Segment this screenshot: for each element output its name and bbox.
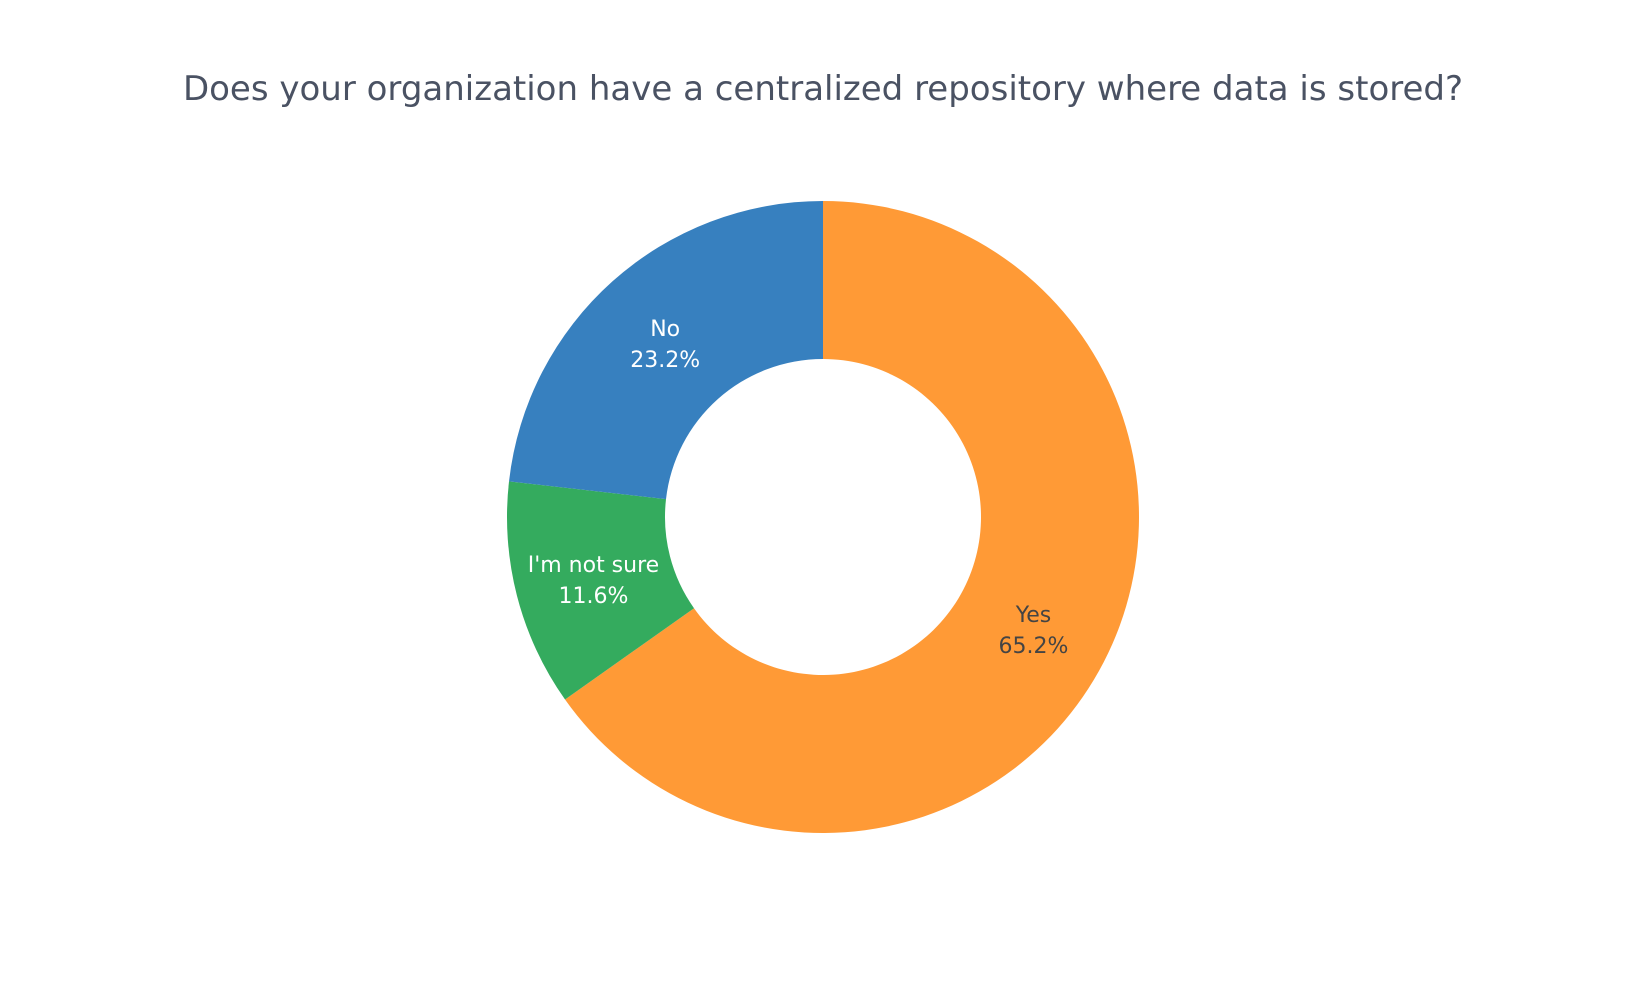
slices-group bbox=[506, 201, 1140, 833]
slice-i-m-not-sure[interactable] bbox=[506, 481, 695, 700]
slice-label-name: No bbox=[650, 317, 680, 342]
slice-labels-group: Yes 65.2% I'm not sure 11.6% No 23.2% bbox=[528, 317, 1069, 659]
slice-label-name: Yes bbox=[1015, 603, 1052, 628]
slice-label-percent: 65.2% bbox=[999, 634, 1069, 659]
slice-label-percent: 11.6% bbox=[559, 584, 629, 609]
slice-label-name: I'm not sure bbox=[528, 553, 659, 578]
slice-label: I'm not sure 11.6% bbox=[528, 553, 659, 609]
slice-no[interactable] bbox=[509, 201, 823, 500]
slice-label: Yes 65.2% bbox=[999, 603, 1069, 659]
chart-title: Does your organization have a centralize… bbox=[183, 69, 1463, 109]
slice-yes[interactable] bbox=[565, 201, 1140, 833]
slice-label-percent: 23.2% bbox=[630, 348, 700, 373]
slice-label: No 23.2% bbox=[630, 317, 700, 373]
